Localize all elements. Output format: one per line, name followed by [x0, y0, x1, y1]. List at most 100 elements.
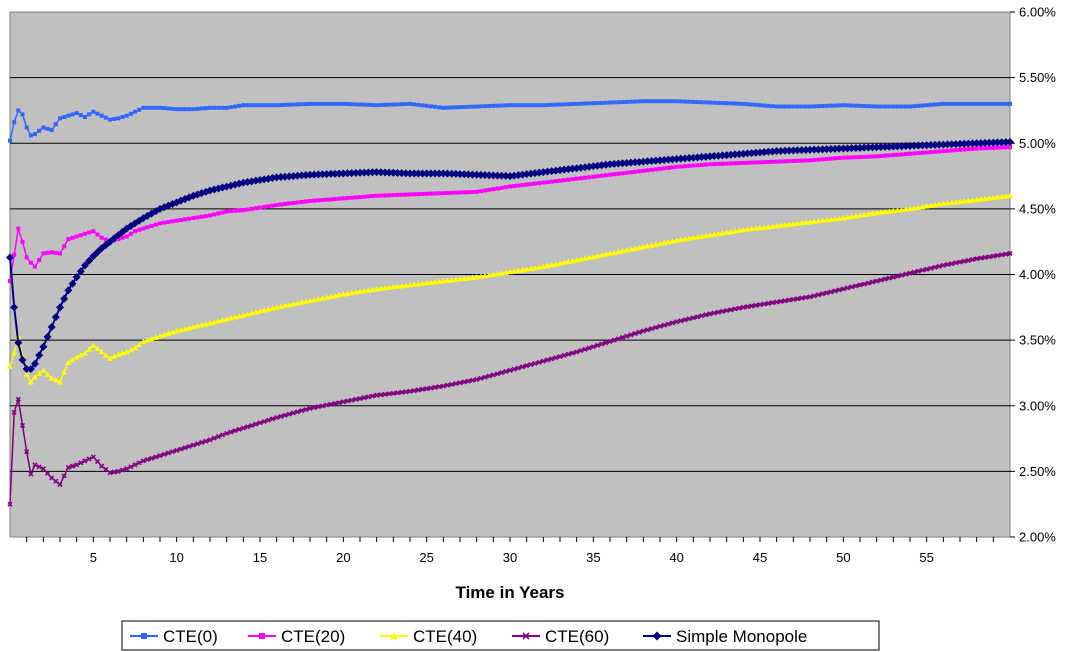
data-point — [401, 169, 410, 178]
data-point — [253, 103, 258, 108]
data-point — [519, 364, 526, 370]
data-point — [987, 146, 992, 151]
data-point — [774, 104, 779, 109]
data-point — [527, 265, 534, 271]
data-point — [308, 199, 312, 203]
data-point — [328, 101, 333, 106]
data-point — [448, 277, 455, 283]
series-cte-40- — [7, 192, 1013, 385]
data-point — [391, 193, 396, 198]
data-point — [107, 355, 113, 361]
data-point — [956, 139, 964, 148]
data-point — [432, 384, 438, 390]
data-point — [216, 105, 221, 110]
data-point — [149, 223, 154, 228]
data-point — [249, 103, 254, 108]
data-point — [127, 346, 134, 353]
data-point — [708, 100, 712, 105]
data-point — [587, 101, 592, 106]
data-point — [978, 146, 983, 151]
data-point — [649, 167, 654, 172]
data-point — [477, 273, 484, 279]
data-point — [857, 212, 863, 218]
data-point — [86, 456, 92, 462]
data-point — [358, 195, 362, 200]
legend: CTE(0) CTE(20) CTE(40) CTE(60) Simple Monopo… — [121, 620, 880, 651]
data-point — [653, 324, 659, 331]
data-point — [902, 206, 909, 212]
x-tick-label: 10 — [169, 550, 183, 565]
data-point — [353, 102, 358, 107]
x-tick-label: 5 — [90, 550, 97, 565]
data-point — [428, 385, 434, 391]
data-point — [115, 468, 121, 474]
data-point — [893, 142, 902, 151]
data-point — [78, 460, 84, 466]
x-tick-label: 40 — [669, 550, 683, 565]
data-point — [501, 171, 510, 180]
legend-item: CTE(20) — [248, 627, 345, 646]
data-point — [861, 281, 867, 287]
data-point — [87, 230, 92, 235]
data-point — [56, 303, 64, 312]
data-point — [574, 101, 579, 106]
data-point — [803, 158, 808, 163]
data-point — [507, 367, 513, 373]
y-tick-label: 5.00% — [1019, 136, 1056, 151]
data-point — [820, 104, 825, 109]
data-point — [937, 102, 942, 107]
data-point — [183, 217, 187, 222]
data-point — [822, 145, 831, 154]
data-point — [503, 368, 509, 375]
data-point — [28, 260, 33, 265]
data-point — [116, 116, 121, 121]
data-point — [453, 190, 458, 195]
data-point — [94, 458, 101, 465]
data-point — [749, 303, 755, 309]
data-point — [836, 287, 842, 293]
data-point — [57, 379, 63, 385]
data-point — [811, 218, 818, 224]
data-point — [402, 282, 409, 288]
data-point — [837, 156, 842, 161]
x-tick-label: 30 — [503, 550, 517, 565]
data-point — [424, 103, 429, 108]
data-point — [262, 103, 267, 108]
data-point — [511, 268, 518, 274]
data-point — [374, 193, 379, 198]
data-point — [493, 171, 502, 180]
data-point — [237, 208, 242, 213]
data-point — [740, 226, 747, 233]
data-point — [89, 252, 98, 261]
data-point — [918, 141, 927, 150]
data-point — [690, 234, 697, 241]
data-point — [386, 391, 392, 397]
data-point — [662, 99, 667, 104]
data-point — [661, 322, 667, 328]
data-point — [936, 201, 943, 207]
data-point — [49, 250, 54, 255]
data-point — [445, 105, 450, 110]
data-point — [103, 466, 109, 472]
data-point — [794, 220, 801, 226]
data-point — [370, 103, 375, 108]
data-point — [632, 330, 638, 337]
data-point — [199, 439, 205, 446]
data-point — [649, 99, 654, 104]
data-point — [166, 220, 171, 224]
data-point — [878, 277, 884, 283]
data-point — [999, 145, 1004, 150]
data-point — [282, 412, 288, 418]
data-point — [961, 198, 968, 204]
data-point — [620, 171, 625, 176]
data-point — [803, 104, 808, 109]
data-point — [545, 103, 550, 108]
data-point — [58, 251, 62, 256]
data-point — [91, 229, 96, 234]
data-point — [473, 274, 480, 280]
series-cte-60- — [7, 250, 1013, 507]
y-tick-label: 6.00% — [1019, 5, 1056, 20]
data-point — [52, 377, 59, 383]
data-point — [137, 227, 142, 232]
